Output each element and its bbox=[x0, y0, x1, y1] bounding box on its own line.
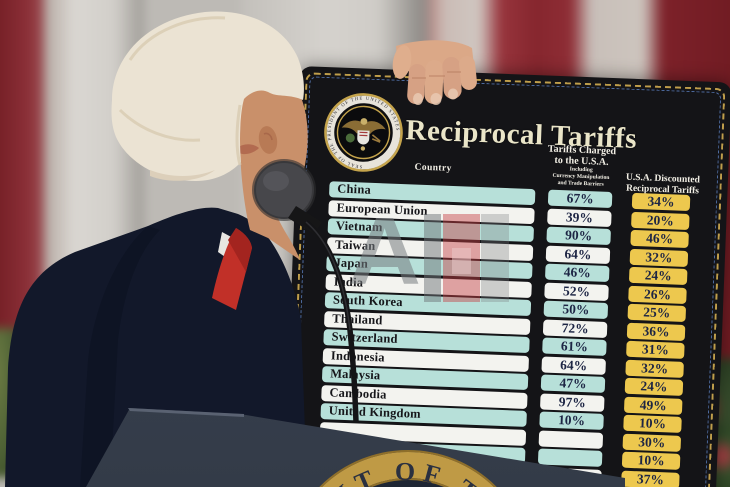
charged-value-cell: 39% bbox=[547, 208, 612, 227]
charged-value-cell: 47% bbox=[540, 374, 606, 393]
charged-value-cell: 67% bbox=[547, 189, 613, 209]
discounted-value-cell: 24% bbox=[624, 377, 684, 396]
charged-value-cell: 46% bbox=[544, 263, 610, 283]
discounted-value-cell: 10% bbox=[621, 451, 681, 470]
discounted-value-cell: 34% bbox=[631, 192, 691, 212]
discounted-value-cell: 25% bbox=[627, 303, 687, 322]
charged-value-cell: 61% bbox=[542, 337, 607, 356]
discounted-value-cell: 31% bbox=[626, 340, 685, 359]
discounted-value-cell: 32% bbox=[629, 248, 689, 267]
charged-value-cell: 90% bbox=[546, 226, 611, 246]
discounted-value-cell: 20% bbox=[631, 211, 690, 230]
charged-header-line2: to the U.S.A. bbox=[554, 155, 609, 169]
reciprocal-tariffs-board: SEAL OF THE PRESIDENT OF THE UNITED STAT… bbox=[278, 66, 730, 487]
discounted-value-cell: 30% bbox=[622, 433, 682, 452]
discounted-value-cell: 24% bbox=[628, 266, 688, 286]
charged-value-cell: 97% bbox=[540, 392, 605, 412]
discounted-value-cell: 36% bbox=[626, 322, 686, 341]
charged-value-cell: 64% bbox=[541, 356, 606, 375]
discounted-value-cell: 32% bbox=[625, 359, 684, 378]
discounted-value-cell: 49% bbox=[623, 396, 683, 415]
discounted-value-cell: 46% bbox=[630, 229, 689, 249]
charged-value-cell: 10% bbox=[539, 411, 604, 430]
discounted-value-cell: 10% bbox=[623, 414, 682, 433]
charged-value-cell: 72% bbox=[542, 319, 608, 338]
foliage-left bbox=[0, 328, 20, 478]
charged-value-cell bbox=[538, 429, 604, 449]
discounted-value-cell: 37% bbox=[621, 470, 680, 487]
charged-value-cell: 64% bbox=[545, 245, 611, 264]
discounted-value-cell: 26% bbox=[628, 285, 687, 304]
charged-value-cell: 50% bbox=[543, 300, 609, 319]
charged-value-cell bbox=[537, 448, 603, 467]
presidential-seal-icon: SEAL OF THE PRESIDENT OF THE UNITED STAT… bbox=[324, 93, 403, 172]
column-header-country: Country bbox=[414, 162, 452, 174]
charged-value-cell: 52% bbox=[544, 282, 609, 301]
